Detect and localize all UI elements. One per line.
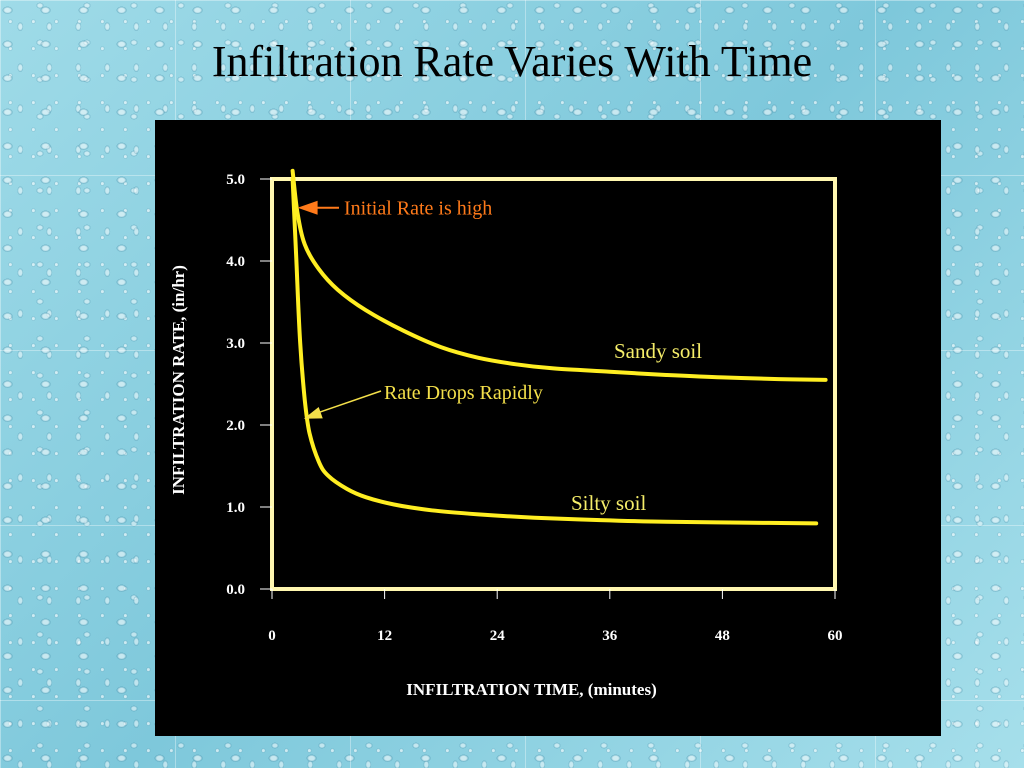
y-tick-label: 1.0 bbox=[226, 500, 245, 516]
annotation-arrow-rate-drops bbox=[317, 390, 382, 414]
y-tick-label: 4.0 bbox=[226, 254, 245, 270]
x-tick-label: 60 bbox=[828, 628, 843, 644]
plot-frame bbox=[270, 177, 837, 591]
x-tick-label: 12 bbox=[377, 628, 392, 644]
x-tick-label: 0 bbox=[268, 628, 276, 644]
annotation-rate-drops: Rate Drops Rapidly bbox=[384, 382, 543, 404]
slide-title: Infiltration Rate Varies With Time bbox=[211, 37, 813, 86]
annotation-initial-rate: Initial Rate is high bbox=[344, 198, 492, 220]
y-tick-label: 5.0 bbox=[226, 172, 245, 188]
y-axis-ticks: 0.0 1.0 2.0 3.0 4.0 5.0 bbox=[226, 172, 272, 598]
series-lines bbox=[290, 168, 828, 526]
series-line-sandy-soil bbox=[290, 168, 828, 382]
x-axis-title: INFILTRATION TIME, (minutes) bbox=[406, 680, 656, 699]
y-tick-label: 0.0 bbox=[226, 582, 245, 598]
chart-panel: 0 12 24 36 48 60 0.0 1.0 2.0 3.0 4.0 5.0 INFILTRAT… bbox=[155, 120, 941, 736]
series-line-silty-soil bbox=[290, 177, 819, 526]
series-label-sandy-soil: Sandy soil bbox=[614, 339, 702, 363]
y-tick-label: 2.0 bbox=[226, 418, 245, 434]
x-tick-label: 36 bbox=[602, 628, 618, 644]
y-axis-title: INFILTRATION RATE, (in/hr) bbox=[169, 265, 188, 495]
infiltration-chart: 0 12 24 36 48 60 0.0 1.0 2.0 3.0 4.0 5.0 INFILTRAT… bbox=[169, 168, 843, 699]
series-label-silty-soil: Silty soil bbox=[571, 491, 646, 515]
x-tick-label: 48 bbox=[715, 628, 730, 644]
x-tick-label: 24 bbox=[490, 628, 506, 644]
annotation-arrowhead-initial-rate bbox=[297, 200, 318, 215]
annotation-arrowhead-rate-drops bbox=[303, 407, 323, 419]
annotations bbox=[297, 200, 382, 419]
y-tick-label: 3.0 bbox=[226, 336, 245, 352]
x-axis-ticks: 0 12 24 36 48 60 bbox=[268, 589, 843, 644]
